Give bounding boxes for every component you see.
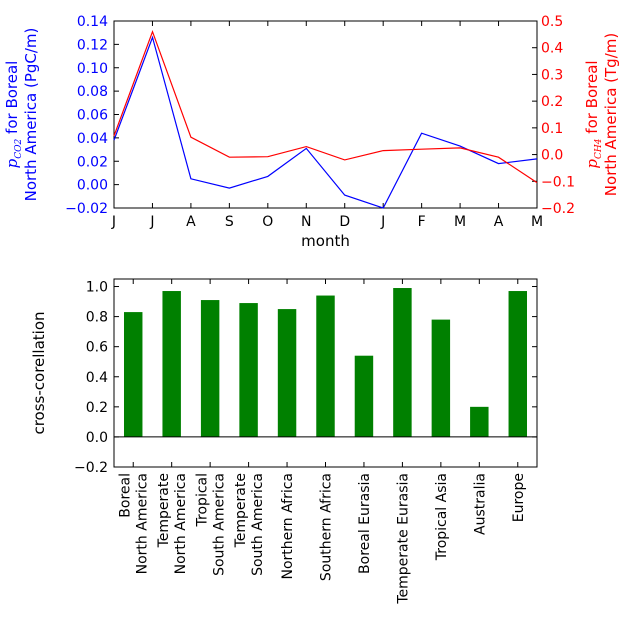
x-tick-label: M <box>531 214 543 230</box>
left-axis-label: pCO2 for Boreal North America (PgC/m) <box>3 28 40 202</box>
right-tick-label: 0.1 <box>541 121 563 137</box>
category-label: Temperate Eurasia <box>395 473 411 605</box>
y-tick-label: −0.2 <box>74 460 108 476</box>
x-tick-label: S <box>225 214 234 230</box>
y-axis-label: cross-corellation <box>30 311 48 434</box>
left-tick-label: 0.00 <box>77 178 108 194</box>
x-tick-label: F <box>418 214 426 230</box>
x-tick-label: J <box>380 214 385 230</box>
right-axis-label-subscript: CH4 <box>594 138 604 159</box>
x-tick-label: A <box>186 214 196 230</box>
left-tick-label: 0.08 <box>77 84 108 100</box>
category-label-line: Europe <box>511 473 527 522</box>
category-label-line: Southern Africa <box>319 473 335 581</box>
plot-frame <box>113 20 538 209</box>
left-series-line <box>113 35 538 209</box>
category-label-line: Tropical Asia <box>434 473 450 561</box>
left-axis-label-suffix: for Boreal <box>3 61 21 139</box>
category-label-line: Boreal Eurasia <box>357 473 373 574</box>
category-label: Boreal North America <box>118 473 151 574</box>
category-label: Tropical Asia <box>434 473 450 561</box>
category-label-line: Temperate <box>233 473 249 548</box>
category-label: Tropical South America <box>195 473 228 576</box>
left-axis-label-symbol: p <box>3 158 21 168</box>
left-tick-label: 0.12 <box>77 37 108 53</box>
x-tick-label: O <box>262 214 273 230</box>
category-label: Australia <box>472 473 488 535</box>
y-tick-label: 0.0 <box>86 430 108 446</box>
bar <box>431 319 451 437</box>
x-tick-label: D <box>339 214 350 230</box>
category-label-line: Temperate Eurasia <box>395 473 411 605</box>
right-axis-label-line1: pCH4 for Boreal <box>583 60 604 168</box>
left-tick-label: 0.14 <box>77 14 108 30</box>
category-label-line: South America <box>250 473 266 576</box>
category-label: Europe <box>511 473 527 522</box>
bar <box>162 291 181 437</box>
bar <box>354 355 374 437</box>
bar <box>123 312 143 437</box>
y-tick-label: 0.6 <box>86 340 108 356</box>
category-label-line: Tropical <box>195 473 211 527</box>
x-tick-label: M <box>454 214 466 230</box>
left-axis-label-line1: pCO2 for Boreal <box>3 61 24 169</box>
right-axis-label: pCH4 for Boreal North America (Tg/m) <box>583 33 620 196</box>
bar <box>277 309 297 437</box>
left-tick-label: 0.04 <box>77 131 108 147</box>
right-series-line <box>113 29 538 184</box>
right-tick-label: −0.2 <box>541 201 575 217</box>
right-tick-label: 0.5 <box>541 14 563 30</box>
bar <box>200 300 220 437</box>
line-chart: −0.02 0.00 0.02 0.04 0.06 0.08 0.10 0.12 0.14 −0.… <box>3 14 620 250</box>
bar-chart: −0.2 0.0 0.2 0.4 0.6 0.8 1.0 cross-corellation B… <box>30 278 538 605</box>
right-axis-label-suffix: for Boreal <box>583 60 601 138</box>
left-axis-label-line2: North America (PgC/m) <box>22 28 40 202</box>
bar <box>239 303 258 437</box>
left-tick-label: 0.02 <box>77 154 108 170</box>
right-tick-label: 0.4 <box>541 41 563 57</box>
category-label-line: Temperate <box>156 473 172 548</box>
right-axis-label-symbol: p <box>583 159 601 169</box>
left-tick-label: 0.10 <box>77 61 108 77</box>
category-label-line: North America <box>173 473 189 574</box>
x-tick-label: A <box>494 214 504 230</box>
category-label: Northern Africa <box>280 473 296 580</box>
right-tick-label: 0.2 <box>541 94 563 110</box>
x-tick-label: N <box>301 214 311 230</box>
category-label: Temperate North America <box>156 473 189 574</box>
category-label-line: South America <box>212 473 228 576</box>
x-tick-label: J <box>149 214 154 230</box>
left-axis-label-subscript: CO2 <box>14 138 24 158</box>
category-label-line: North America <box>135 473 151 574</box>
x-axis-label: month <box>301 232 350 250</box>
y-tick-label: 1.0 <box>86 280 108 296</box>
left-tick-label: −0.02 <box>65 201 108 217</box>
y-tick-label: 0.2 <box>86 400 108 416</box>
bar <box>508 291 528 437</box>
left-tick-label: 0.06 <box>77 108 108 124</box>
category-label-line: Northern Africa <box>280 473 296 580</box>
right-axis-label-line2: North America (Tg/m) <box>602 33 620 196</box>
y-tick-label: 0.8 <box>86 310 108 326</box>
category-label: Boreal Eurasia <box>357 473 373 574</box>
bar <box>470 406 489 437</box>
right-tick-label: 0.0 <box>541 148 563 164</box>
bar <box>393 288 412 437</box>
category-label: Temperate South America <box>233 473 266 576</box>
category-label-line: Boreal <box>118 473 134 518</box>
right-tick-label: 0.3 <box>541 67 563 83</box>
y-tick-label: 0.4 <box>86 370 108 386</box>
category-label-line: Australia <box>472 473 488 535</box>
category-label: Southern Africa <box>319 473 335 581</box>
x-tick-label: J <box>111 214 116 230</box>
bar <box>316 295 335 437</box>
right-tick-label: −0.1 <box>541 174 575 190</box>
